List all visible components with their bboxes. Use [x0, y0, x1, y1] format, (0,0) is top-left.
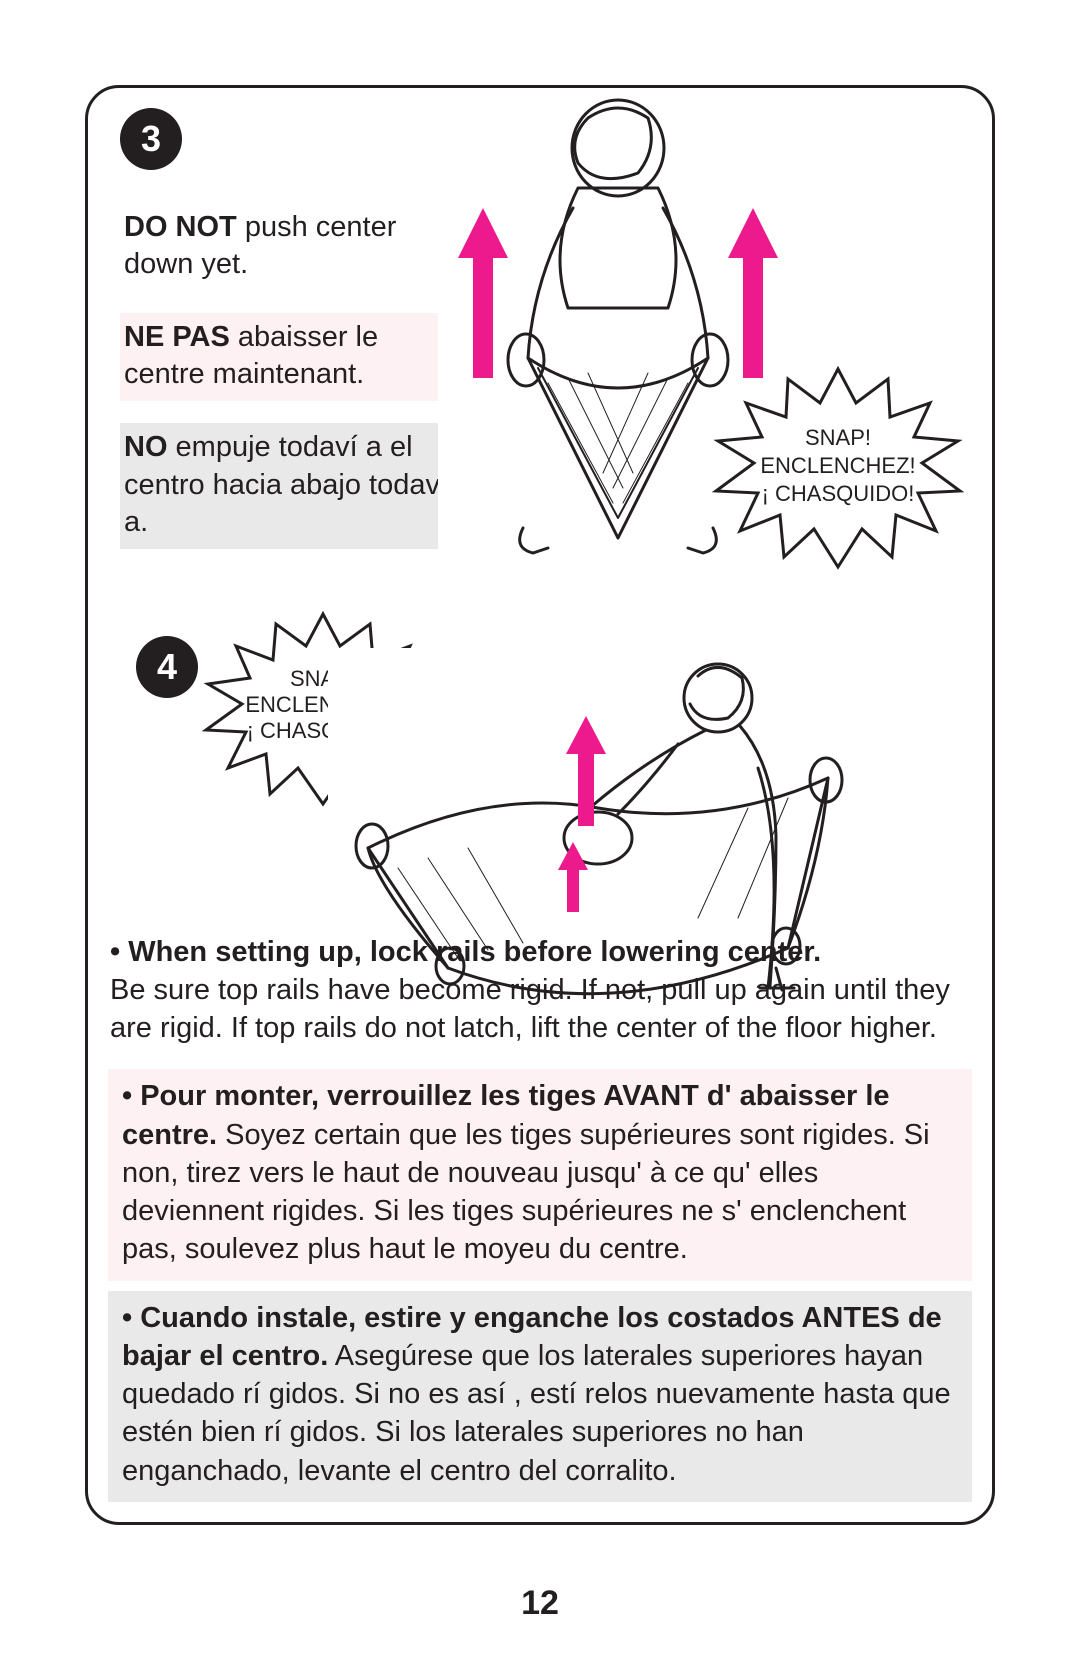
notes-stack: • When setting up, lock rails before low…: [108, 925, 972, 1502]
step-3-text-block: DO NOT push center down yet. NE PAS abai…: [120, 203, 460, 571]
step3-fr: NE PAS abaisser le centre maintenant.: [120, 313, 460, 401]
step4-arrow-small: [558, 842, 588, 912]
step3-es: NO empuje todaví a el centro hacia abajo…: [120, 423, 460, 548]
step3-snap-burst: SNAP! ENCLENCHEZ! ¡ CHASQUIDO!: [708, 363, 968, 573]
page-frame: 3 DO NOT push center down yet. NE PAS ab…: [85, 85, 995, 1525]
note-es: • Cuando instale, estire y enganche los …: [108, 1291, 972, 1502]
step3-es-rest: empuje todaví a el centro hacia abajo to…: [124, 431, 448, 537]
note-en-lead: • When setting up, lock rails before low…: [110, 936, 821, 968]
note-fr-body: Soyez certain que les tiges supérieures …: [122, 1119, 930, 1266]
note-en: • When setting up, lock rails before low…: [108, 925, 972, 1060]
step3-arrow-left: [458, 208, 508, 378]
step-3-number: 3: [141, 118, 161, 160]
step3-fr-bold: NE PAS: [124, 321, 230, 353]
snap3-l2: ENCLENCHEZ!: [760, 453, 915, 478]
step-4-badge: 4: [136, 636, 198, 698]
note-en-body: Be sure top rails have become rigid. If …: [110, 974, 950, 1044]
step3-arrow-right: [728, 208, 778, 378]
step4-arrow-big: [566, 716, 606, 826]
step-4-number: 4: [157, 646, 177, 688]
step3-en-bold: DO NOT: [124, 211, 237, 243]
step3-es-bold: NO: [124, 431, 168, 463]
snap3-l1: SNAP!: [805, 425, 871, 450]
step3-en: DO NOT push center down yet.: [120, 203, 460, 291]
step-3-badge: 3: [120, 108, 182, 170]
snap3-l3: ¡ CHASQUIDO!: [762, 481, 915, 506]
note-fr: • Pour monter, verrouillez les tiges AVA…: [108, 1069, 972, 1280]
page-number: 12: [0, 1584, 1080, 1623]
